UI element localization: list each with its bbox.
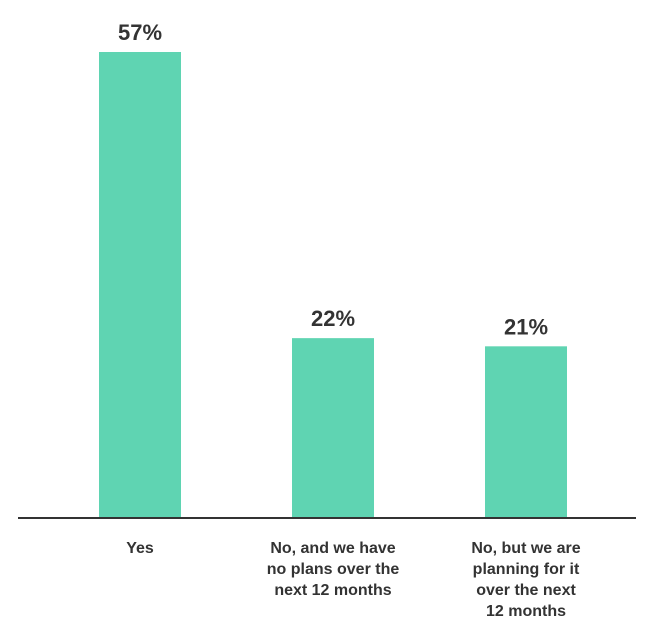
category-label-line: no plans over the [267, 561, 400, 578]
bar-2 [292, 338, 374, 518]
category-label-line: 12 months [486, 603, 566, 620]
category-labels-layer: Yes No, and we have no plans over the next … [126, 540, 581, 620]
bar-3 [485, 346, 567, 518]
category-label-1: Yes [126, 540, 154, 557]
bars-layer [99, 52, 567, 518]
bar-1 [99, 52, 181, 518]
category-label-line: next 12 months [274, 582, 391, 599]
value-labels-layer: 57% 22% 21% [118, 20, 548, 339]
category-label-line: No, and we have [270, 540, 395, 557]
category-label-line: over the next [476, 582, 576, 599]
data-label-3: 21% [504, 314, 548, 339]
category-label-line: Yes [126, 540, 154, 557]
category-label-2: No, and we have no plans over the next 12 … [267, 540, 400, 599]
category-label-3: No, but we are planning for it over the ne… [471, 540, 580, 620]
category-label-line: No, but we are [471, 540, 580, 557]
data-label-1: 57% [118, 20, 162, 45]
category-label-line: planning for it [473, 561, 580, 578]
data-label-2: 22% [311, 306, 355, 331]
